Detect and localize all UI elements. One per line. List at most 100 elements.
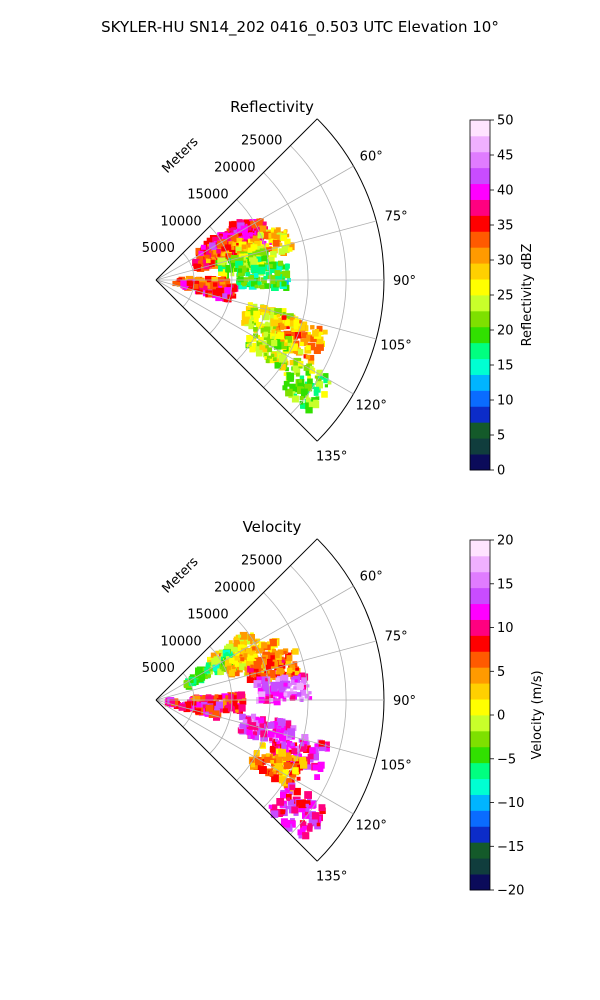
echo-gate	[311, 753, 319, 761]
velocity-colorbar-label: Velocity (m/s)	[530, 670, 545, 759]
echo-gate	[283, 380, 290, 387]
echo-gate	[271, 684, 278, 692]
echo-gate	[270, 275, 276, 281]
echo-gate	[308, 802, 314, 809]
echo-gate	[283, 784, 288, 789]
echo-gate	[300, 673, 309, 681]
echo-gate	[257, 281, 262, 286]
echo-gate	[255, 349, 263, 357]
echo-gate	[280, 323, 287, 330]
echo-gate	[259, 344, 266, 351]
echo-gate	[299, 757, 306, 764]
echo-gate	[295, 369, 299, 373]
echo-gate	[255, 757, 263, 765]
echo-gate	[221, 252, 226, 257]
echo-gate	[283, 230, 287, 234]
echo-gate	[315, 396, 320, 401]
echo-gate	[311, 812, 320, 820]
echo-gate	[254, 250, 261, 257]
echo-gate	[312, 330, 319, 337]
echo-gate	[299, 696, 303, 700]
azimuth-tick-label: 120°	[356, 818, 387, 833]
echo-gate	[303, 365, 310, 371]
echo-gate	[278, 748, 286, 757]
echo-gate	[238, 704, 246, 712]
echo-gate	[245, 661, 254, 669]
echo-gate	[265, 271, 270, 276]
echo-gate	[248, 232, 253, 237]
echo-gate	[208, 260, 215, 267]
colorbar-swatch	[470, 555, 490, 573]
echo-gate	[278, 354, 287, 363]
colorbar-tick-label: 0	[497, 464, 505, 479]
echo-gate	[301, 332, 308, 339]
echo-gate	[279, 271, 285, 277]
echo-gate	[238, 634, 242, 638]
echo-gate	[258, 336, 264, 343]
echo-gate	[228, 640, 233, 645]
echo-gate	[302, 806, 310, 813]
echo-gate	[230, 284, 234, 288]
echo-gate	[250, 258, 258, 267]
colorbar-swatch	[470, 326, 490, 344]
echo-gate	[242, 282, 246, 287]
echo-gate	[271, 336, 275, 340]
echo-gate	[249, 651, 254, 656]
reflectivity-colorbar-label: Reflectivity dBZ	[520, 244, 535, 347]
colorbar-tick-label: 40	[497, 184, 514, 199]
echo-gate	[244, 667, 248, 671]
echo-gate	[265, 753, 270, 758]
echo-gate	[262, 221, 267, 226]
echo-gate	[296, 692, 302, 697]
azimuth-tick-label: 135°	[316, 870, 347, 885]
radial-tick-label: 10000	[160, 634, 201, 649]
echo-gate	[217, 668, 224, 675]
echo-gate	[244, 654, 251, 660]
echo-gate	[274, 755, 283, 763]
echo-gate	[283, 682, 288, 687]
echo-gate	[288, 820, 296, 828]
colorbar-tick-label: 50	[497, 114, 514, 129]
echo-gate	[246, 343, 250, 348]
echo-gate	[193, 263, 201, 271]
echo-gate	[224, 287, 232, 295]
echo-gate	[236, 219, 243, 225]
echo-gate	[276, 733, 280, 737]
echo-gate	[256, 335, 260, 339]
echo-gate	[300, 740, 304, 744]
echo-gate	[308, 757, 314, 763]
echo-gate	[258, 245, 264, 251]
echo-gate	[271, 774, 279, 783]
echo-gate	[296, 745, 302, 751]
echo-gate	[308, 691, 312, 695]
echo-gate	[256, 322, 263, 330]
echo-gate	[268, 235, 276, 243]
echo-gate	[205, 704, 214, 713]
echo-gate	[266, 246, 272, 253]
echo-gate	[265, 678, 269, 682]
echo-gate	[258, 225, 267, 234]
echo-gate	[327, 380, 332, 385]
echo-gate	[228, 221, 237, 229]
echo-gate	[307, 696, 313, 701]
echo-gate	[288, 683, 292, 687]
echo-gate	[270, 805, 278, 813]
echo-gate	[250, 238, 254, 242]
sector-edge	[155, 279, 318, 442]
echo-gate	[276, 725, 284, 733]
colorbar-swatch	[470, 746, 490, 764]
echo-gate	[212, 664, 219, 672]
echo-gate	[209, 242, 216, 249]
echo-gate	[305, 397, 311, 403]
echo-gate	[298, 800, 307, 809]
echo-gate	[225, 643, 234, 652]
echo-gate	[238, 233, 242, 237]
echo-gate	[190, 705, 195, 711]
echo-gate	[239, 663, 246, 671]
azimuth-gridline	[155, 279, 354, 395]
colorbar-swatch	[470, 699, 490, 716]
echo-gate	[252, 235, 260, 243]
reflectivity-colorbar: 0 5 10 15 20 25 30 35 40 45 50	[469, 114, 514, 479]
echo-gate	[275, 728, 281, 734]
echo-gate	[263, 231, 271, 240]
